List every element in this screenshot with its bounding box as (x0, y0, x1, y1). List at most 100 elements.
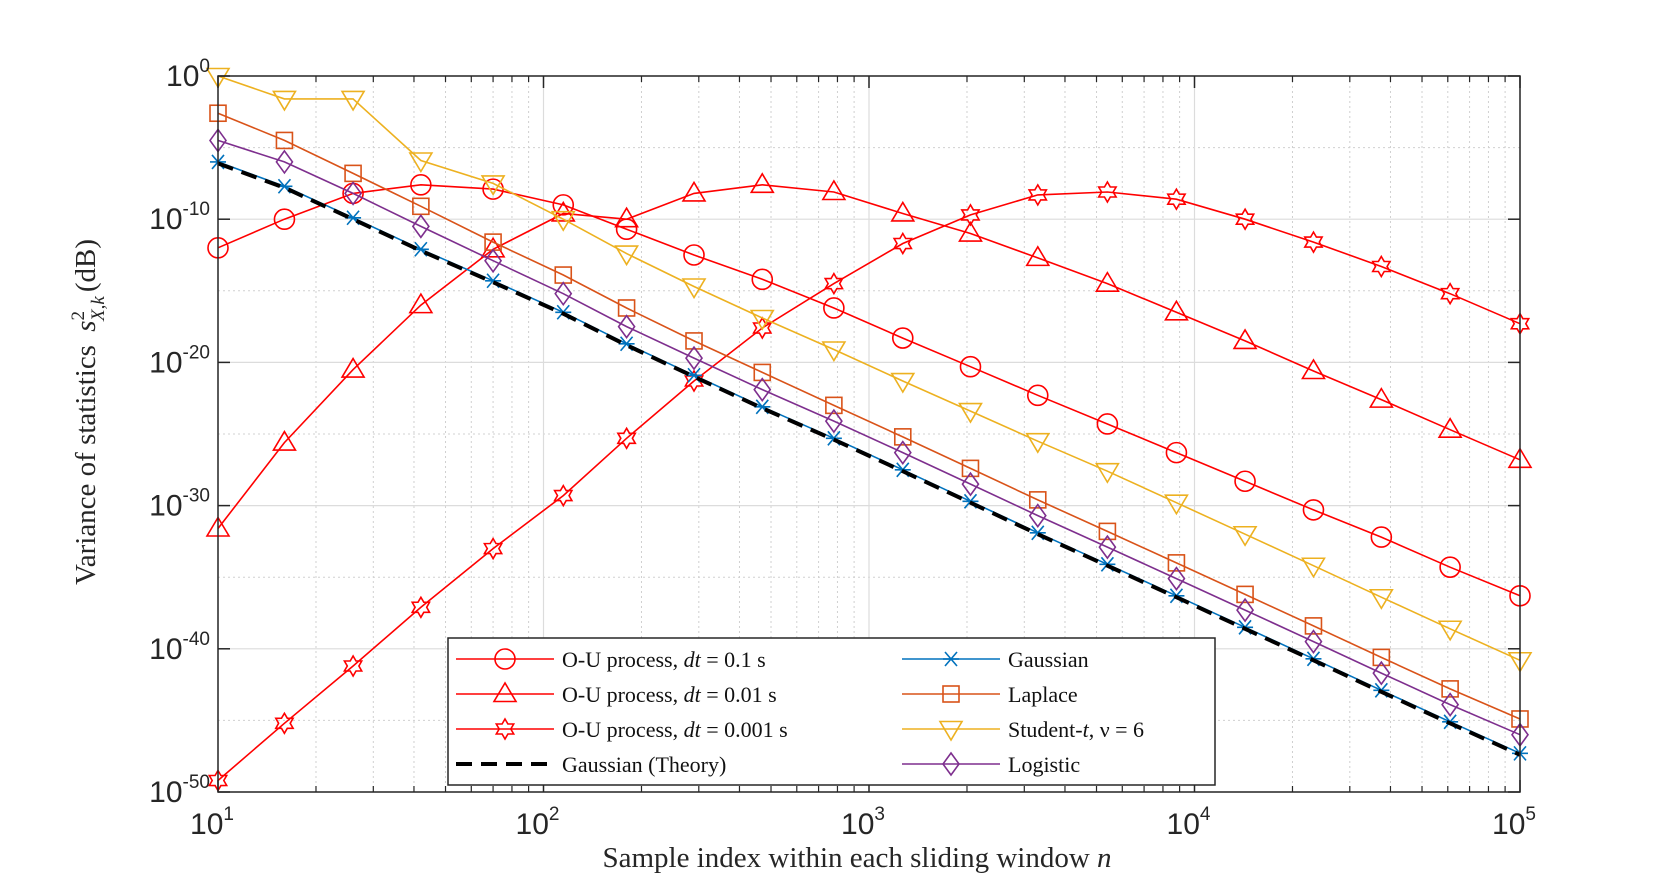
legend-label: Gaussian (1008, 647, 1089, 672)
tick-labels: 101 102 103 104 105 100 10-10 10-20 10-30 10-40 10… (149, 56, 1536, 841)
data-point (343, 654, 364, 678)
series-line (217, 139, 1521, 736)
legend-marker (942, 685, 960, 703)
data-point (480, 175, 506, 196)
series-1 (205, 172, 1533, 537)
data-point (821, 341, 847, 363)
legend-label: O-U process, dt = 0.1 s (562, 647, 766, 672)
series-line (217, 191, 1521, 782)
data-point (1234, 470, 1256, 493)
data-point (684, 369, 705, 393)
data-point (1094, 271, 1120, 292)
data-point (1097, 180, 1118, 204)
legend-entry: Laplace (902, 682, 1078, 707)
data-point (890, 372, 916, 394)
data-point (752, 316, 773, 340)
data-point (824, 408, 843, 434)
asterisk-stroke (619, 336, 634, 352)
asterisk-stroke (1031, 525, 1045, 541)
data-point (1437, 417, 1463, 439)
data-point (1440, 282, 1461, 306)
data-point (681, 278, 707, 300)
data-point (616, 426, 637, 450)
data-point (408, 292, 434, 314)
data-point (959, 355, 982, 378)
data-point (1372, 648, 1391, 667)
data-point (1441, 692, 1460, 718)
data-point (1439, 556, 1461, 578)
legend-marker (938, 720, 964, 742)
data-point (274, 711, 295, 735)
legend-label: Student-t, ν = 6 (1008, 717, 1144, 742)
legend-entry: O-U process, dt = 0.001 s (456, 717, 788, 742)
axis-ticks (217, 75, 1521, 793)
legend-entry: Gaussian (Theory) (456, 752, 726, 777)
series-6 (205, 67, 1533, 673)
x-tick-label: 101 (190, 804, 234, 841)
series-line (217, 112, 1521, 720)
data-point (1304, 629, 1323, 655)
data-point (1303, 230, 1324, 254)
data-point (1232, 525, 1258, 547)
data-point (552, 194, 575, 216)
data-point (483, 537, 504, 561)
data-point (685, 345, 703, 371)
series-2 (207, 180, 1531, 793)
data-point (1096, 413, 1119, 435)
data-point (553, 484, 574, 508)
asterisk-stroke (414, 241, 428, 257)
legend-marker (492, 681, 518, 703)
y-tick-label: 100 (166, 56, 210, 93)
data-point (823, 297, 845, 319)
data-point (1028, 503, 1047, 528)
data-point (275, 149, 294, 175)
legend-entry: Logistic (902, 751, 1080, 777)
data-point (891, 327, 914, 349)
y-tick-label: 10-30 (149, 486, 210, 523)
data-point (484, 248, 503, 274)
series-line (217, 183, 1521, 597)
data-point (1437, 620, 1463, 642)
series-line (217, 161, 1521, 757)
legend-marker (494, 648, 516, 670)
legend-label: Gaussian (Theory) (562, 752, 726, 777)
data-point (892, 231, 913, 256)
x-tick-label: 105 (1492, 804, 1536, 841)
data-point (823, 272, 844, 296)
data-point (1370, 526, 1393, 548)
y-axis-label: Variance of statistics s2X,k(dB) (68, 239, 109, 585)
data-point (1301, 358, 1326, 380)
data-point (825, 396, 843, 415)
legend-entry: O-U process, dt = 0.1 s (456, 647, 766, 672)
x-tick-label: 104 (1167, 804, 1211, 841)
data-point (614, 206, 639, 228)
asterisk-stroke (687, 367, 701, 383)
data-point (614, 245, 639, 267)
data-point (1164, 299, 1189, 321)
asterisk-stroke (827, 430, 841, 446)
data-point (205, 67, 231, 89)
data-point (1166, 187, 1187, 211)
legend-marker (942, 751, 960, 777)
legend-entry: Student-t, ν = 6 (902, 717, 1144, 742)
data-point (681, 180, 707, 202)
series-layer (205, 67, 1533, 793)
data-point (1094, 462, 1120, 484)
data-point (1098, 534, 1117, 560)
data-point (554, 281, 573, 307)
data-point (1025, 432, 1051, 454)
series-line (217, 183, 1521, 529)
data-point (1371, 254, 1392, 279)
data-point (480, 236, 506, 258)
data-point (749, 172, 775, 194)
y-tick-label: 10-20 (149, 342, 210, 379)
data-point (1368, 387, 1394, 408)
data-point (1235, 207, 1256, 231)
y-tick-label: 10-10 (149, 199, 210, 236)
data-point (1028, 491, 1047, 509)
legend-entry: O-U process, dt = 0.01 s (456, 681, 777, 707)
data-point (1236, 597, 1255, 623)
series-0 (207, 174, 1531, 607)
data-point (753, 363, 772, 382)
legend: O-U process, dt = 0.1 s O-U process, dt =… (447, 637, 1216, 786)
